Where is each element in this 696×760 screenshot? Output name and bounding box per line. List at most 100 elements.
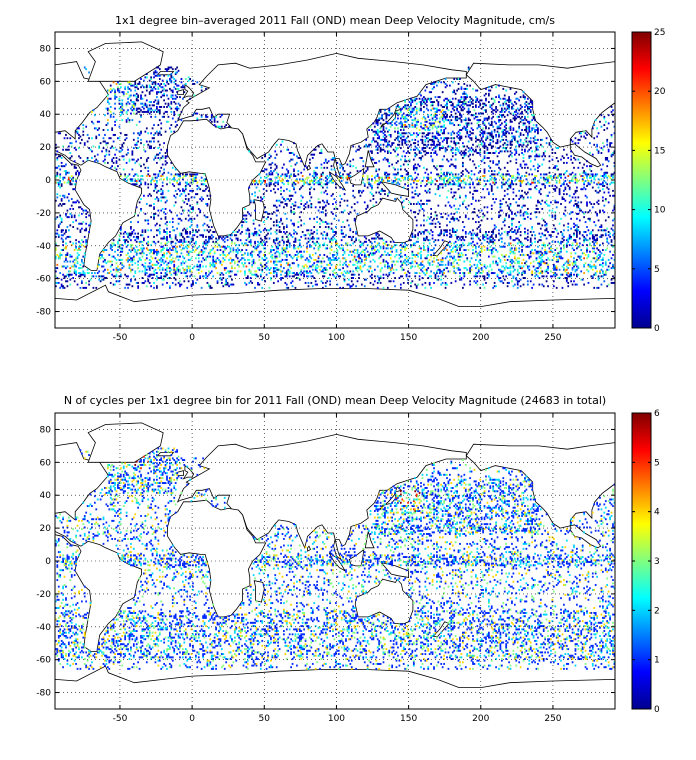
data-cell [309,191,311,194]
data-cell [140,234,142,237]
data-cell [472,183,474,186]
data-cell [102,260,105,263]
data-cell [450,191,453,194]
data-cell [259,230,262,233]
data-cell [306,250,308,253]
data-cell [98,263,101,266]
data-cell [391,245,394,248]
data-cell [60,265,63,268]
data-cell [544,224,547,227]
data-cell [148,281,151,284]
data-cell [389,240,392,243]
data-cell [264,258,267,261]
data-cell [195,178,197,181]
data-cell [408,239,411,242]
data-cell [485,230,487,233]
data-cell [174,278,177,281]
data-cell [183,239,186,242]
data-cell [509,204,512,207]
data-cell [329,239,331,242]
data-cell [254,194,256,197]
data-cell [447,263,450,266]
data-cell [378,280,381,283]
data-cell [603,180,606,182]
data-cell [493,285,496,288]
data-cell [561,234,564,237]
data-cell [66,171,69,174]
data-cell [433,247,435,250]
data-cell [59,186,62,189]
data-cell [59,252,62,255]
data-cell [460,244,463,247]
data-cell [322,173,324,176]
data-cell [72,260,75,263]
data-cell [69,181,72,184]
data-cell [157,199,160,202]
data-cell [119,250,122,253]
land-outline [348,167,365,186]
data-cell [456,237,458,240]
data-cell [200,254,203,256]
data-cell [389,257,392,260]
data-cell [252,232,255,235]
data-cell [434,183,437,186]
data-cell [69,183,72,186]
data-cell [112,255,115,258]
data-cell [251,232,254,235]
data-cell [180,239,183,242]
data-cell [355,249,357,252]
data-cell [105,277,108,279]
data-cell [170,258,173,261]
data-cell [63,265,66,268]
data-cell [459,268,461,271]
data-cell [547,244,549,247]
data-cell [570,211,572,214]
data-cell [143,237,145,240]
data-cell [112,239,115,242]
data-cell [189,181,191,184]
data-cell [438,270,441,273]
data-cell [322,281,324,284]
data-cell [173,178,176,181]
data-cell [270,255,272,258]
data-cell [356,212,359,215]
data-cell [183,270,186,273]
data-cell [114,250,116,253]
data-cell [352,184,355,187]
data-cell [290,219,292,222]
data-cell [462,173,464,176]
data-cell [156,260,158,263]
data-cell [202,235,204,238]
data-cell [612,245,614,248]
data-cell [545,194,548,197]
data-cell [440,275,443,278]
data-cell [109,281,112,284]
data-cell [203,183,206,186]
data-cell [307,272,310,275]
data-cell [287,250,290,253]
data-cell [55,257,57,260]
data-cell [563,239,565,242]
data-cell [140,252,142,255]
data-cell [274,242,277,245]
data-cell [164,242,167,245]
data-cell [241,257,243,260]
data-cell [166,178,168,181]
data-cell [182,242,184,245]
data-cell [547,268,549,271]
data-cell [359,240,362,243]
data-cell [70,214,73,217]
data-cell [467,175,470,178]
data-cell [177,255,180,258]
data-cell [407,188,409,191]
data-cell [539,262,542,265]
data-cell [522,244,525,247]
data-cell [220,278,223,281]
data-cell [613,181,615,184]
data-cell [423,237,425,240]
data-cell [153,173,155,176]
data-cell [518,198,521,201]
data-cell [554,227,557,230]
data-cell [593,244,596,247]
data-cell [544,245,547,248]
